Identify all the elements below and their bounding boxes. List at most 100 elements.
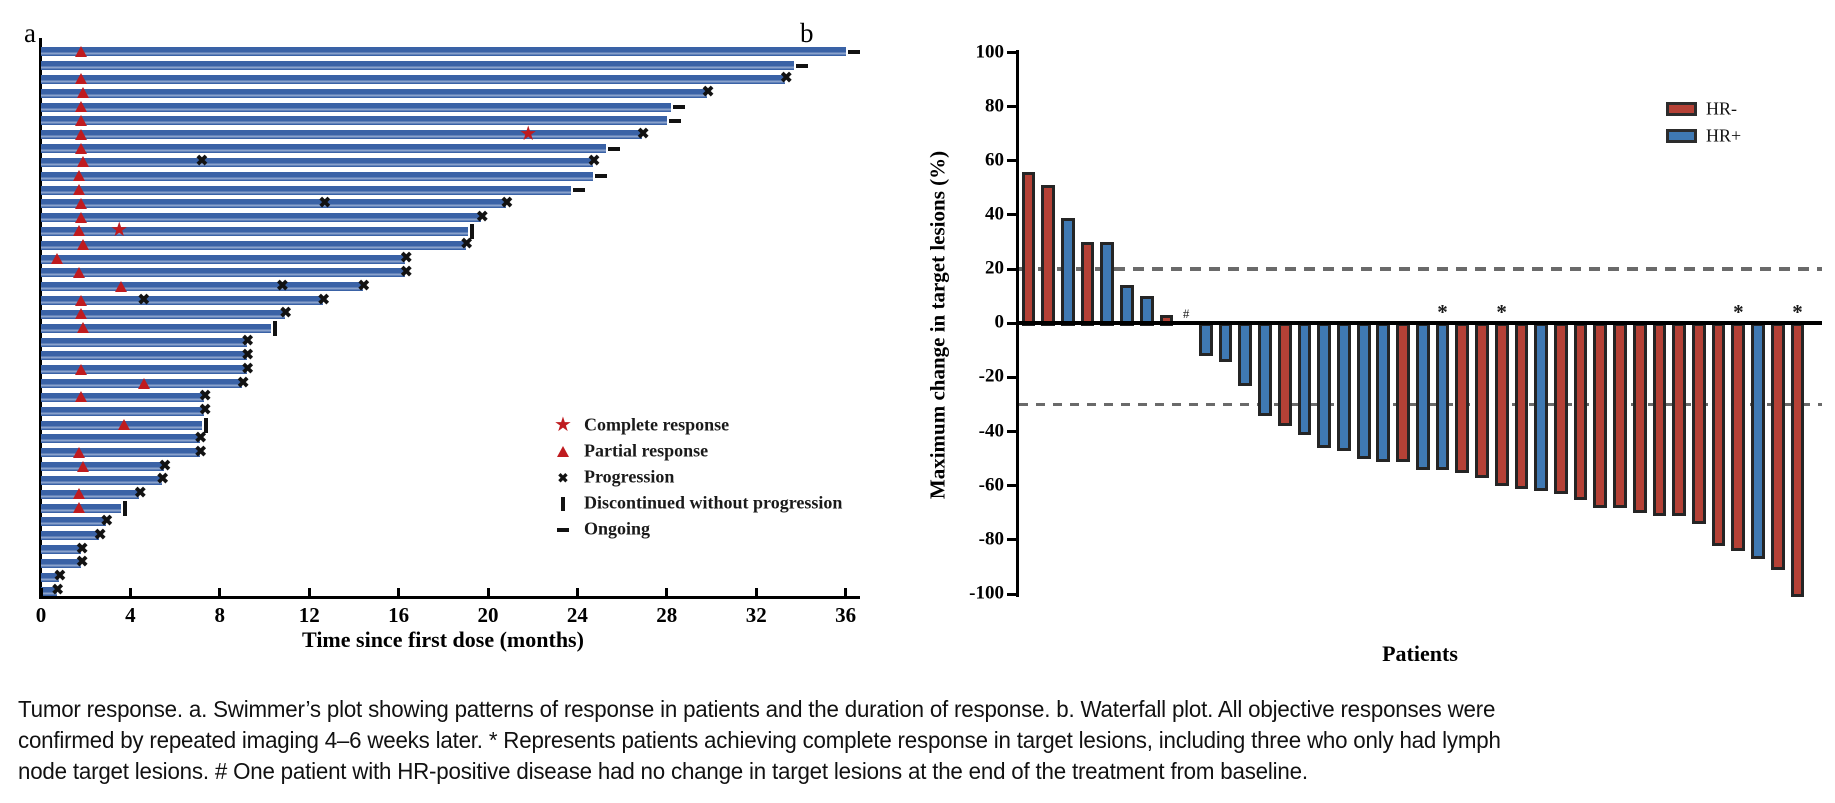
y-tick: [1007, 105, 1016, 109]
y-tick-label: -40: [978, 420, 1004, 442]
swimmer-bar: [41, 572, 59, 582]
waterfall-bar: [1534, 323, 1549, 492]
progression-marker: ✖: [137, 292, 151, 309]
y-tick: [1007, 375, 1016, 379]
waterfall-bar: [1415, 323, 1430, 470]
x-tick-label: 12: [298, 603, 320, 627]
legend-label: Complete response: [584, 414, 730, 435]
ongoing-marker: [608, 146, 621, 151]
progression-marker: ✖: [134, 485, 147, 502]
swimmer-bar: [41, 199, 506, 209]
partial-response-marker: [77, 239, 90, 251]
x-tick: [39, 588, 43, 597]
ongoing-marker: [595, 174, 608, 179]
partial-response-marker: [117, 419, 130, 431]
partial-response-marker: [72, 502, 85, 514]
complete-response-asterisk: *: [1496, 300, 1507, 325]
progression-marker: ✖: [500, 195, 514, 212]
swimmer-bar: [41, 531, 100, 541]
progression-marker: ✖: [279, 305, 292, 322]
progression-marker: ✖: [198, 402, 212, 419]
progression-marker: ✖: [318, 195, 332, 212]
legend-ongoing-icon: [557, 528, 569, 532]
legend-hr-negative-swatch: [1666, 102, 1697, 116]
waterfall-bar: [1652, 323, 1667, 516]
waterfall-bar: [1060, 217, 1075, 327]
waterfall-bar: [1435, 323, 1450, 470]
progression-marker: ✖: [53, 568, 67, 585]
y-tick-label: -60: [978, 474, 1004, 496]
progression-marker: ✖: [156, 471, 169, 488]
swimmer-bar: [41, 296, 323, 306]
legend-complete-response-icon: ★: [554, 414, 572, 437]
waterfall-bar: [1238, 323, 1253, 386]
complete-response-marker: ★: [519, 122, 538, 145]
discontinued-marker: [273, 320, 278, 336]
waterfall-bar: [1120, 285, 1134, 327]
complete-response-asterisk: *: [1437, 300, 1448, 325]
x-tick-label: 4: [125, 603, 136, 627]
swimmer-bar: [41, 586, 57, 596]
partial-response-marker: [75, 308, 88, 320]
partial-response-marker: [72, 488, 85, 500]
swimmer-bar: [41, 74, 786, 84]
complete-response-asterisk: *: [1792, 300, 1803, 325]
swimmer-bar: [41, 102, 672, 112]
waterfall-bar: [1218, 323, 1233, 362]
waterfall-bar: [1790, 323, 1805, 598]
progression-marker: ✖: [400, 250, 413, 267]
waterfall-bar: [1277, 323, 1292, 427]
waterfall-bar: [1376, 323, 1391, 462]
x-tick: [844, 588, 848, 597]
legend-label: HR+: [1706, 125, 1742, 146]
caption-line-1: Tumor response. a. Swimmer’s plot showin…: [18, 696, 1496, 722]
waterfall-bar: [1317, 323, 1332, 449]
ongoing-marker: [673, 105, 686, 110]
progression-marker: ✖: [241, 347, 254, 364]
swimmer-bar: [41, 309, 285, 319]
x-tick: [397, 588, 401, 597]
partial-response-marker: [75, 114, 88, 126]
waterfall-bar: [1691, 323, 1706, 524]
y-tick-label: 60: [985, 149, 1004, 171]
waterfall-bar: [1672, 323, 1687, 516]
waterfall-bar: [1297, 323, 1312, 435]
progression-marker: ✖: [194, 430, 207, 447]
progression-marker: ✖: [198, 388, 212, 405]
figure-caption: Tumor response. a. Swimmer’s plot showin…: [18, 694, 1501, 787]
progression-marker: ✖: [241, 361, 254, 378]
progression-marker: ✖: [100, 513, 114, 530]
legend-hr-positive-swatch: [1666, 129, 1697, 143]
discontinued-marker: [469, 223, 474, 239]
waterfall-bar: [1613, 323, 1627, 508]
y-tick: [1007, 321, 1016, 325]
waterfall-plot: # * * * * 100 80 60 40 20 0 -20 -40 -60 -80 -100 HR- HR+: [900, 0, 1835, 690]
swimmer-bar: [41, 545, 82, 555]
partial-response-marker: [77, 156, 90, 168]
y-tick: [1007, 213, 1016, 217]
legend-label: HR-: [1706, 98, 1737, 119]
swimmer-bar: [41, 130, 643, 140]
x-tick-label: 20: [477, 603, 499, 627]
progression-marker: ✖: [400, 264, 413, 281]
progression-marker: ✖: [75, 541, 89, 558]
waterfall-bar: [1356, 323, 1371, 459]
swimmer-bar: [41, 282, 363, 292]
waterfall-bar: [1514, 323, 1529, 489]
partial-response-marker: [115, 280, 128, 292]
y-tick: [1007, 51, 1016, 54]
partial-response-marker: [77, 87, 90, 99]
x-tick: [754, 588, 758, 597]
progression-marker: ✖: [75, 554, 89, 571]
swimmer-bar: [41, 157, 594, 167]
progression-marker: ✖: [93, 527, 107, 544]
partial-response-marker: [77, 460, 90, 472]
y-tick: [1007, 592, 1016, 596]
partial-response-marker: [75, 197, 88, 209]
progression-marker: ✖: [241, 333, 254, 350]
waterfall-bar: [1573, 323, 1588, 500]
y-tick-label: -100: [969, 582, 1004, 604]
progression-marker: ✖: [357, 278, 371, 295]
